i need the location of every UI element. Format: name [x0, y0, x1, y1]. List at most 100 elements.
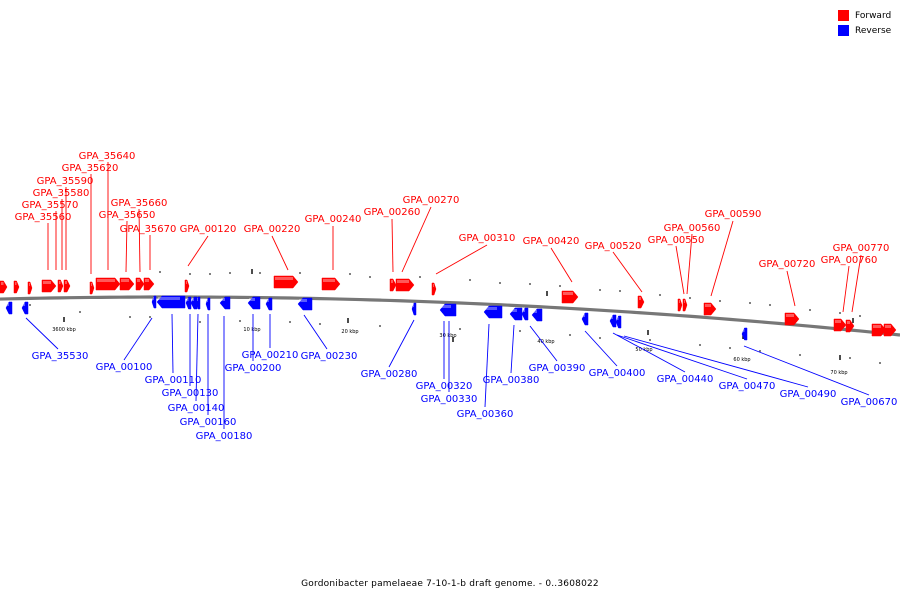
forward-gene — [833, 318, 847, 332]
gene-highlight — [153, 297, 154, 300]
forward-gene-label: GPA_00220 — [244, 224, 301, 235]
forward-gene — [89, 281, 95, 295]
forward-swatch — [838, 10, 849, 21]
reverse-gene — [521, 307, 529, 321]
forward-gene-label: GPA_35620 — [62, 163, 119, 174]
gene-highlight — [267, 299, 269, 302]
gene-highlight — [433, 284, 434, 287]
forward-gene — [431, 282, 437, 296]
scale-label: 70 kbp — [830, 370, 847, 376]
gene-highlight — [187, 298, 189, 301]
forward-gene — [119, 277, 135, 291]
forward-gene — [135, 277, 145, 291]
gene-highlight — [158, 297, 180, 300]
forward-gene-label-leader — [675, 245, 685, 295]
legend: Forward Reverse — [838, 8, 898, 38]
forward-gene — [95, 277, 121, 291]
reverse-gene — [205, 297, 211, 311]
gene-highlight — [533, 310, 537, 313]
gene-highlight — [23, 303, 25, 306]
gene-highlight — [1, 282, 4, 285]
reverse-gene — [185, 296, 192, 310]
reverse-gene-label: GPA_00130 — [162, 388, 219, 399]
reverse-gene-label: GPA_00470 — [719, 381, 776, 392]
forward-gene-label: GPA_00120 — [180, 224, 237, 235]
forward-gene-label-leader — [187, 235, 209, 267]
forward-gene — [57, 279, 64, 293]
gene-highlight — [441, 305, 451, 308]
scale-label: 3600 kbp — [52, 327, 76, 333]
gene-highlight — [137, 279, 140, 282]
gene-highlight — [679, 300, 680, 303]
gene-highlight — [611, 316, 613, 319]
forward-gene-label: GPA_00260 — [364, 207, 421, 218]
gene-highlight — [59, 281, 61, 284]
gene-highlight — [97, 279, 115, 282]
gene-highlight — [29, 283, 30, 286]
reverse-gene — [483, 305, 503, 319]
reverse-gene — [615, 315, 622, 329]
forward-gene-label: GPA_00720 — [759, 259, 816, 270]
forward-gene-label-leader — [710, 220, 734, 297]
forward-gene — [27, 281, 33, 295]
reverse-gene — [439, 303, 457, 317]
forward-gene-label-leader — [612, 251, 643, 293]
reverse-gene-label-leader — [123, 317, 153, 361]
forward-gene-label: GPA_00550 — [648, 235, 705, 246]
forward-gene-label-leader — [842, 265, 850, 313]
reverse-gene — [265, 297, 273, 311]
forward-gene-label: GPA_00590 — [705, 209, 762, 220]
gene-highlight — [197, 298, 198, 301]
gene-highlight — [249, 298, 255, 301]
reverse-gene-label: GPA_00440 — [657, 374, 714, 385]
forward-gene-label: GPA_35660 — [111, 198, 168, 209]
forward-gene-label-leader — [138, 208, 141, 273]
gene-highlight — [617, 317, 619, 320]
forward-gene — [63, 279, 71, 293]
forward-gene — [871, 323, 887, 337]
reverse-gene-label-leader — [510, 324, 515, 374]
forward-gene-label: GPA_00520 — [585, 241, 642, 252]
reverse-gene — [411, 302, 417, 316]
gene-highlight — [847, 321, 850, 324]
reverse-gene-label-leader — [743, 345, 870, 396]
forward-gene — [184, 279, 190, 293]
reverse-gene-label: GPA_00400 — [589, 368, 646, 379]
reverse-gene — [297, 297, 313, 311]
reverse-gene — [21, 301, 29, 315]
reverse-gene-label-leader — [529, 325, 558, 362]
gene-highlight — [121, 279, 129, 282]
forward-gene-label: GPA_35650 — [99, 210, 156, 221]
forward-gene — [883, 323, 897, 337]
forward-gene — [321, 277, 341, 291]
reverse-swatch — [838, 25, 849, 36]
gene-highlight — [523, 309, 525, 312]
reverse-gene-label: GPA_00330 — [421, 394, 478, 405]
reverse-gene-label-leader — [484, 323, 490, 408]
gene-highlight — [835, 320, 841, 323]
gene-highlight — [91, 283, 92, 286]
reverse-gene-label: GPA_35530 — [32, 351, 89, 362]
reverse-gene — [151, 295, 157, 309]
reverse-gene — [609, 314, 617, 328]
reverse-gene-label: GPA_00180 — [196, 431, 253, 442]
gene-highlight — [583, 314, 585, 317]
reverse-gene-label: GPA_00210 — [242, 350, 299, 361]
gene-highlight — [786, 314, 794, 317]
forward-gene — [677, 298, 683, 312]
reverse-gene — [156, 295, 186, 309]
legend-forward-label: Forward — [855, 10, 892, 21]
gene-highlight — [65, 281, 67, 284]
reverse-gene-label-leader — [616, 334, 748, 380]
forward-gene — [143, 277, 155, 291]
gene-highlight — [885, 325, 891, 328]
reverse-gene-label-leader — [584, 330, 618, 367]
genome-caption: Gordonibacter pamelaeae 7-10-1-b draft g… — [301, 579, 599, 589]
legend-forward: Forward — [838, 8, 898, 23]
reverse-gene — [531, 308, 543, 322]
scale-label: 20 kbp — [341, 329, 358, 335]
reverse-gene-label: GPA_00320 — [416, 381, 473, 392]
forward-gene — [13, 280, 20, 294]
reverse-gene-label: GPA_00360 — [457, 409, 514, 420]
